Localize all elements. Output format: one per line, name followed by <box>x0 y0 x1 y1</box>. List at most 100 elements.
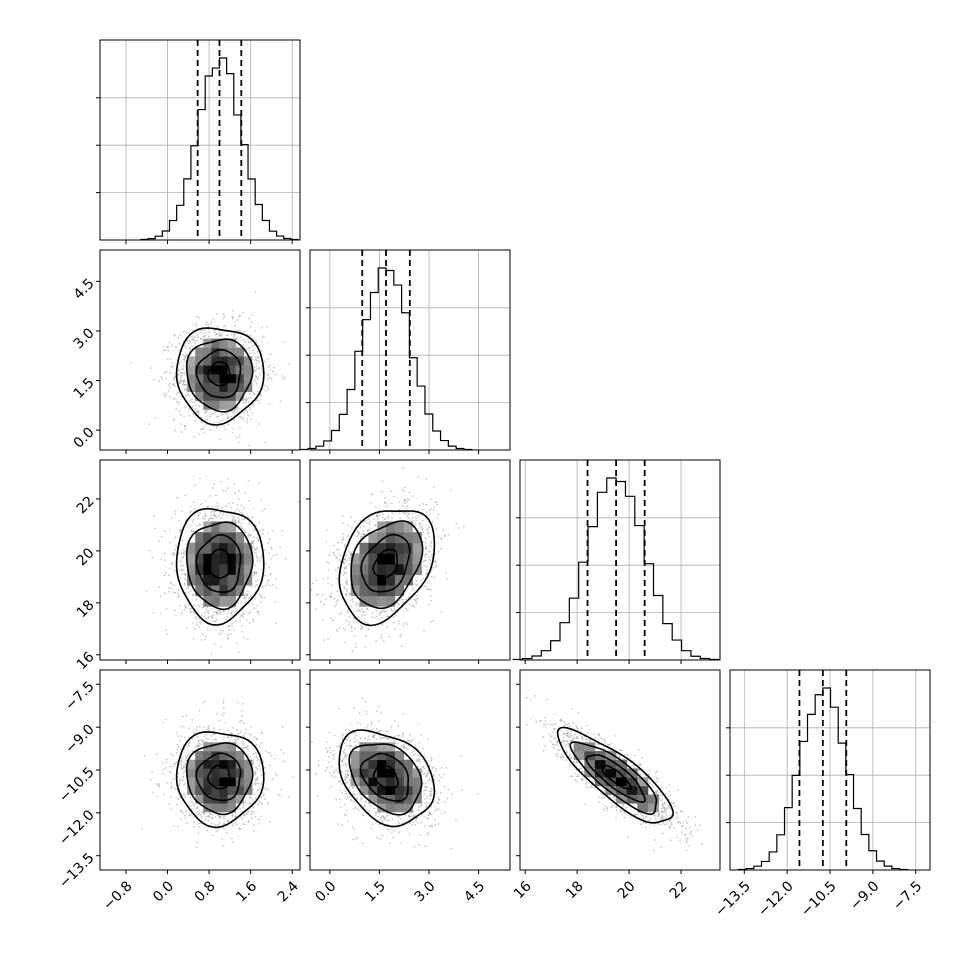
scatter-point <box>352 800 355 803</box>
scatter-point <box>195 322 198 325</box>
scatter-point <box>207 519 210 522</box>
scatter-point <box>211 816 214 819</box>
scatter-point <box>378 730 381 732</box>
density-cell <box>195 356 204 366</box>
scatter-point <box>254 549 257 552</box>
density-cell <box>243 553 253 565</box>
scatter-point <box>393 740 396 743</box>
scatter-point <box>649 769 651 772</box>
scatter-point <box>216 610 219 613</box>
scatter-point <box>189 611 192 614</box>
scatter-point <box>175 761 178 764</box>
scatter-point <box>352 838 354 841</box>
scatter-point <box>333 605 336 608</box>
scatter-point <box>451 793 453 796</box>
scatter-point <box>183 761 186 764</box>
scatter-point <box>273 366 275 369</box>
scatter-point <box>572 737 575 740</box>
scatter-point <box>530 717 532 720</box>
scatter-point <box>199 477 201 480</box>
scatter-point <box>183 782 186 785</box>
density-cell <box>219 553 228 565</box>
scatter-point <box>420 579 423 582</box>
scatter-point <box>387 615 389 618</box>
scatter-point <box>673 802 676 804</box>
scatter-point <box>355 603 357 606</box>
scatter-point <box>207 815 209 818</box>
scatter-point <box>201 338 204 341</box>
scatter-point <box>680 831 683 833</box>
scatter-point <box>329 751 332 754</box>
density-cell <box>211 521 220 533</box>
scatter-point <box>344 545 346 548</box>
density-cell <box>195 574 204 586</box>
density-cell <box>219 400 228 410</box>
scatter-point <box>576 727 579 730</box>
panel-frame <box>99 459 301 661</box>
scatter-point <box>420 804 423 806</box>
scatter-point <box>186 627 188 629</box>
scatter-point <box>214 816 217 818</box>
density-cell <box>235 759 245 769</box>
scatter-point <box>217 814 220 817</box>
scatter-point <box>203 726 206 729</box>
scatter-point <box>240 511 242 514</box>
scatter-point <box>197 822 200 825</box>
panel-frame <box>309 669 511 871</box>
scatter-point <box>345 554 348 557</box>
contour-level-3 <box>175 731 265 829</box>
scatter-point <box>272 370 274 373</box>
scatter-point <box>284 557 287 560</box>
panel-1-2 <box>306 459 511 664</box>
scatter-point <box>360 797 363 800</box>
scatter-point <box>603 808 606 811</box>
scatter-point <box>188 744 191 747</box>
scatter-point <box>435 565 437 568</box>
scatter-point <box>198 825 201 828</box>
scatter-point <box>237 701 239 704</box>
scatter-point <box>580 730 582 733</box>
scatter-point <box>373 807 376 810</box>
scatter-point <box>180 379 183 382</box>
scatter-point <box>192 637 195 640</box>
density-cell <box>626 785 638 795</box>
scatter-point <box>167 346 170 348</box>
scatter-point <box>223 315 226 318</box>
scatter-point <box>230 633 232 635</box>
scatter-point <box>168 529 171 532</box>
scatter-point <box>344 558 346 560</box>
scatter-point <box>176 803 179 806</box>
scatter-point <box>224 722 227 724</box>
scatter-point <box>234 511 237 513</box>
scatter-point <box>253 366 256 368</box>
scatter-point <box>267 541 270 544</box>
scatter-point <box>585 783 588 785</box>
x-tick-label-1-2: 3.0 <box>412 878 439 905</box>
scatter-point <box>593 786 595 789</box>
scatter-point <box>610 806 613 808</box>
scatter-point <box>437 801 439 804</box>
scatter-point <box>242 609 245 611</box>
scatter-point <box>178 784 181 787</box>
scatter-point <box>392 818 394 821</box>
scatter-point <box>676 820 679 823</box>
scatter-point <box>254 564 257 567</box>
scatter-point <box>372 734 375 737</box>
scatter-point <box>205 321 208 324</box>
scatter-point <box>263 793 265 796</box>
scatter-point <box>361 842 364 844</box>
scatter-point <box>214 333 217 336</box>
scatter-point <box>337 566 340 569</box>
scatter-point <box>191 814 193 816</box>
density-cell <box>219 785 228 795</box>
density-cell <box>203 777 212 787</box>
scatter-point <box>411 516 414 519</box>
scatter-point <box>346 590 348 593</box>
scatter-point <box>183 380 185 383</box>
density-cell <box>211 338 220 348</box>
scatter-point <box>269 752 272 755</box>
scatter-point <box>317 764 320 767</box>
scatter-point <box>176 592 179 595</box>
scatter-point <box>223 822 225 825</box>
scatter-point <box>249 534 252 537</box>
